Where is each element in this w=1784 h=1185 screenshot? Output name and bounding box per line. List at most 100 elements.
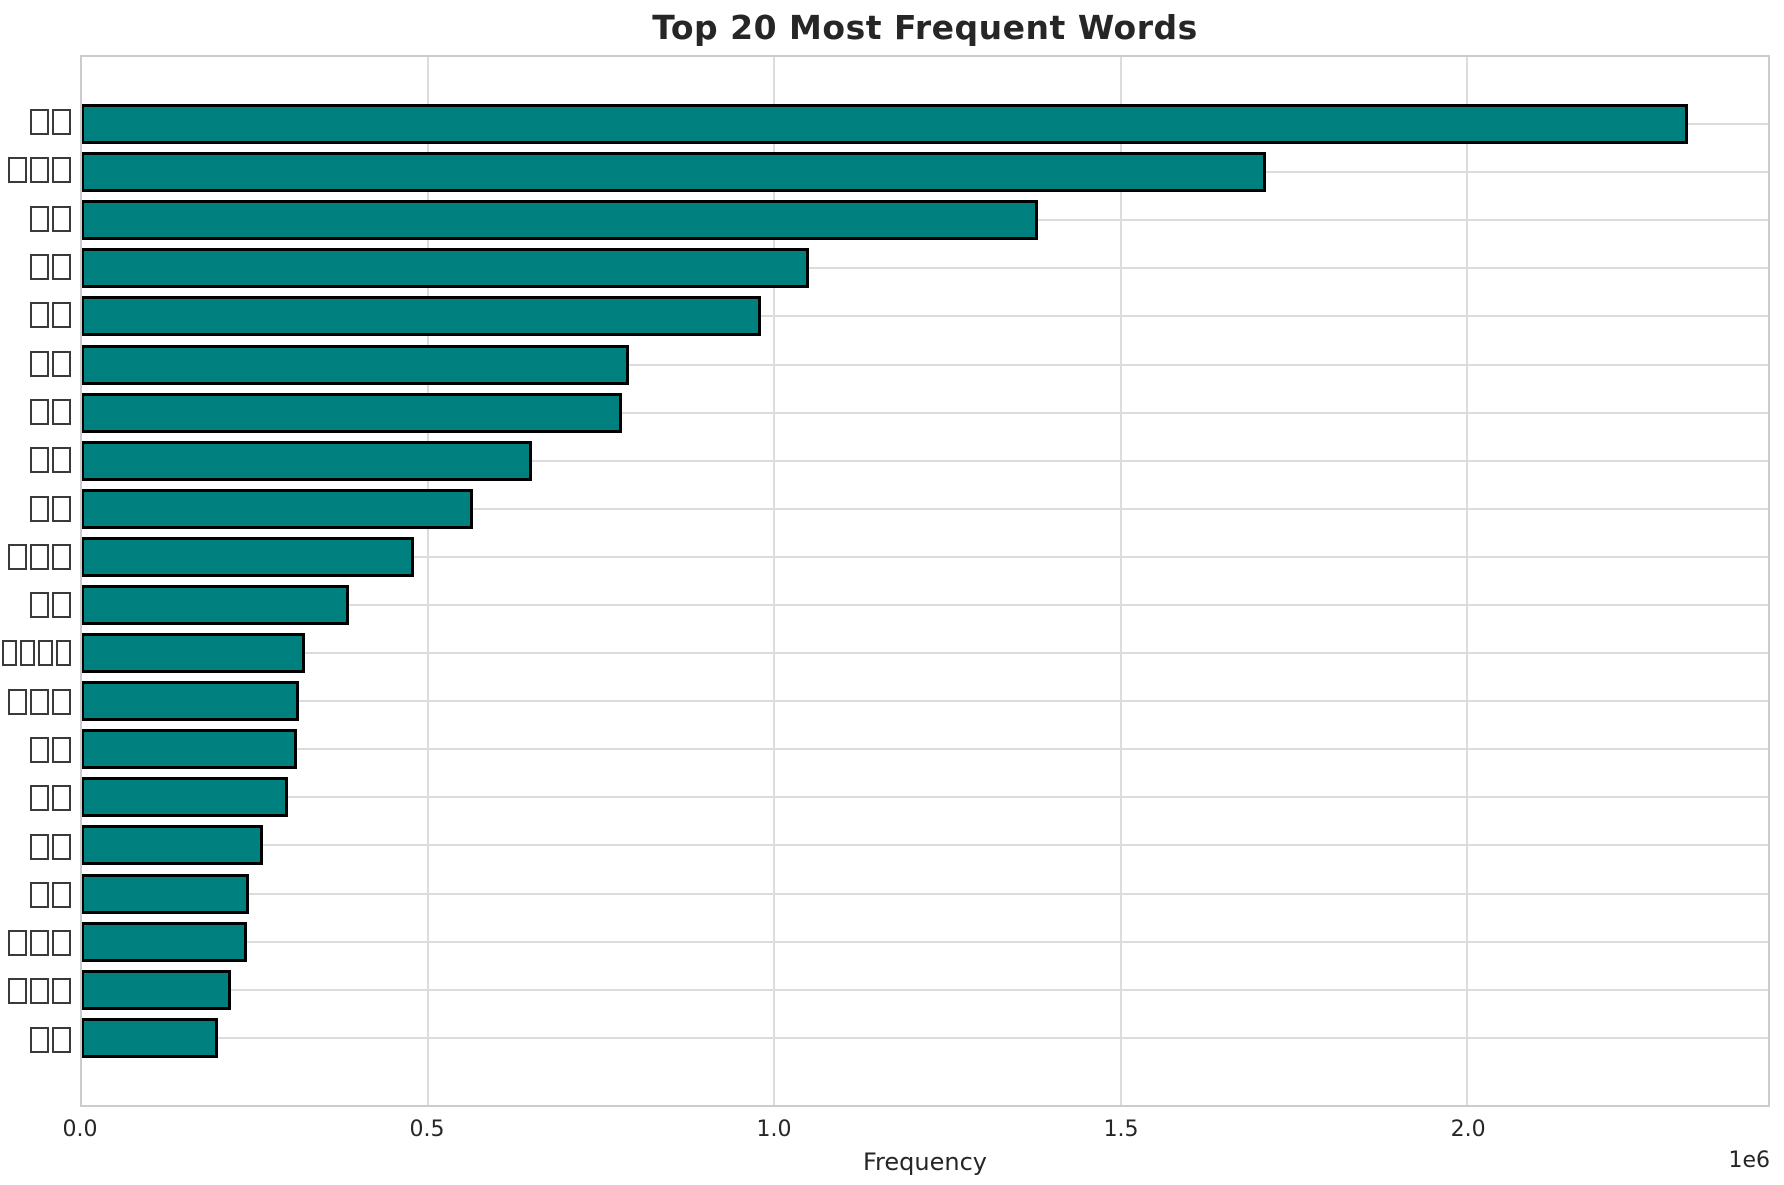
frequency-bar [82, 344, 629, 385]
missing-glyph-box-icon [51, 157, 71, 184]
missing-glyph-box-icon [29, 205, 49, 232]
missing-glyph-box-icon [37, 640, 53, 667]
missing-glyph-box-icon [51, 543, 71, 570]
missing-glyph-box-icon [51, 398, 71, 425]
y-tick-label [0, 388, 72, 436]
frequency-bar [82, 729, 298, 770]
horizontal-gridline [82, 844, 1768, 847]
frequency-bar [82, 104, 1689, 145]
missing-glyph-box-icon [29, 881, 49, 908]
bar-row [82, 629, 1768, 677]
bar-row [82, 292, 1768, 340]
horizontal-gridline [82, 267, 1768, 270]
frequency-bar [82, 825, 264, 866]
missing-glyph-box-icon [51, 302, 71, 329]
frequency-bar [82, 969, 231, 1010]
x-tick-label: 1.5 [1103, 1117, 1139, 1142]
bar-row [82, 773, 1768, 821]
y-tick-label [0, 678, 72, 726]
horizontal-gridline [82, 315, 1768, 318]
bar-row [82, 340, 1768, 388]
frequency-bar [82, 633, 305, 674]
bar-row [82, 485, 1768, 533]
missing-glyph-box-icon [29, 543, 49, 570]
frequency-bar [82, 200, 1038, 241]
vertical-gridline [773, 57, 776, 1105]
horizontal-gridline [82, 411, 1768, 414]
missing-glyph-box-icon [51, 350, 71, 377]
bar-row [82, 966, 1768, 1014]
x-axis: 0.0 0.5 1.0 1.5 2.0 [63, 1117, 1770, 1143]
missing-glyph-box-icon [29, 157, 49, 184]
bar-row [82, 389, 1768, 437]
y-tick-label [0, 1016, 72, 1064]
bar-row [82, 100, 1768, 148]
horizontal-gridline [82, 796, 1768, 799]
y-tick-label [0, 533, 72, 581]
missing-glyph-box-icon [55, 640, 71, 667]
y-tick-label [0, 243, 72, 291]
frequency-bar [82, 873, 249, 914]
missing-glyph-box-icon [29, 109, 49, 136]
axis-offset-text: 1e6 [1728, 1148, 1770, 1173]
missing-glyph-box-icon [29, 398, 49, 425]
frequency-bar [82, 777, 289, 818]
y-tick-label [0, 195, 72, 243]
frequency-bar [82, 681, 300, 722]
y-tick-label [0, 774, 72, 822]
y-tick-label [0, 581, 72, 629]
horizontal-gridline [82, 1036, 1768, 1039]
y-tick-label [0, 98, 72, 146]
bar-row [82, 581, 1768, 629]
bar-row [82, 821, 1768, 869]
missing-glyph-box-icon [1, 640, 17, 667]
horizontal-gridline [82, 748, 1768, 751]
missing-glyph-box-icon [7, 543, 27, 570]
missing-glyph-box-icon [29, 688, 49, 715]
missing-glyph-box-icon [29, 930, 49, 957]
missing-glyph-box-icon [51, 254, 71, 281]
horizontal-gridline [82, 459, 1768, 462]
frequency-bar [82, 392, 623, 433]
missing-glyph-box-icon [51, 737, 71, 763]
missing-glyph-box-icon [29, 785, 49, 812]
missing-glyph-box-icon [51, 688, 71, 715]
missing-glyph-box-icon [29, 833, 49, 860]
bar-row [82, 870, 1768, 918]
missing-glyph-box-icon [51, 978, 71, 1005]
horizontal-gridline [82, 555, 1768, 558]
vertical-gridline [427, 57, 430, 1105]
horizontal-gridline [82, 603, 1768, 606]
chart-title: Top 20 Most Frequent Words [652, 8, 1198, 47]
plot-area [80, 55, 1770, 1107]
missing-glyph-box-icon [29, 978, 49, 1005]
horizontal-gridline [82, 363, 1768, 366]
horizontal-gridline [82, 940, 1768, 943]
missing-glyph-box-icon [51, 785, 71, 812]
horizontal-gridline [82, 652, 1768, 655]
bar-row [82, 196, 1768, 244]
y-tick-label [0, 871, 72, 919]
frequency-bar [82, 248, 810, 289]
horizontal-gridline [82, 988, 1768, 991]
horizontal-gridline [82, 700, 1768, 703]
bar-row [82, 148, 1768, 196]
vertical-gridline [1465, 57, 1468, 1105]
frequency-bar [82, 152, 1266, 193]
bar-row [82, 244, 1768, 292]
y-tick-label [0, 967, 72, 1015]
bar-row [82, 918, 1768, 966]
y-tick-label [0, 291, 72, 339]
frequency-bar [82, 921, 248, 962]
vertical-gridline [1119, 57, 1122, 1105]
y-tick-label [0, 919, 72, 967]
x-axis-label: Frequency [863, 1148, 987, 1176]
y-tick-label [0, 822, 72, 870]
frequency-bar [82, 1017, 219, 1058]
missing-glyph-box-icon [7, 688, 27, 715]
missing-glyph-box-icon [51, 930, 71, 957]
x-tick-label: 2.0 [1450, 1117, 1486, 1142]
missing-glyph-box-icon [51, 1026, 71, 1053]
y-tick-label [0, 484, 72, 532]
frequency-bar [82, 440, 533, 481]
